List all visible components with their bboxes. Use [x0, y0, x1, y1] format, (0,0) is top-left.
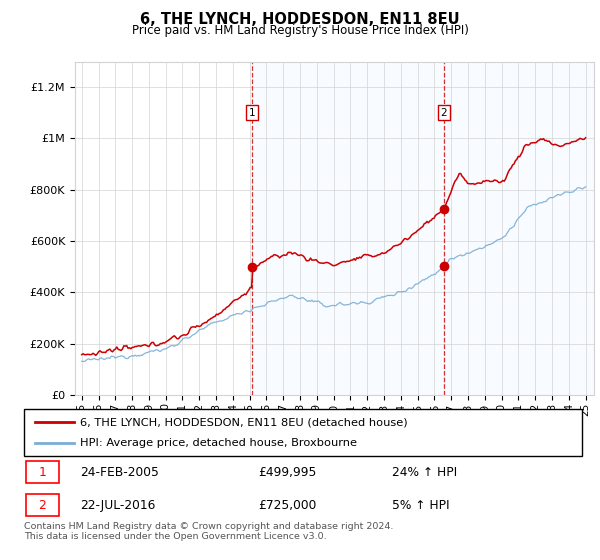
Text: 2: 2 [38, 498, 46, 512]
Text: £499,995: £499,995 [259, 465, 317, 479]
Bar [26, 494, 59, 516]
Bar [443, 62, 594, 395]
Bar [252, 62, 443, 395]
Text: 6, THE LYNCH, HODDESDON, EN11 8EU: 6, THE LYNCH, HODDESDON, EN11 8EU [140, 12, 460, 27]
Bar [26, 461, 59, 483]
Text: Contains HM Land Registry data © Crown copyright and database right 2024.
This d: Contains HM Land Registry data © Crown c… [24, 522, 394, 542]
Text: £725,000: £725,000 [259, 498, 317, 512]
Text: 24% ↑ HPI: 24% ↑ HPI [392, 465, 458, 479]
Text: 24-FEB-2005: 24-FEB-2005 [80, 465, 158, 479]
Text: 22-JUL-2016: 22-JUL-2016 [80, 498, 155, 512]
Text: Price paid vs. HM Land Registry's House Price Index (HPI): Price paid vs. HM Land Registry's House … [131, 24, 469, 37]
Text: HPI: Average price, detached house, Broxbourne: HPI: Average price, detached house, Brox… [80, 438, 357, 448]
Text: 5% ↑ HPI: 5% ↑ HPI [392, 498, 450, 512]
Text: 1: 1 [248, 108, 255, 118]
Text: 1: 1 [38, 465, 46, 479]
Text: 6, THE LYNCH, HODDESDON, EN11 8EU (detached house): 6, THE LYNCH, HODDESDON, EN11 8EU (detac… [80, 417, 407, 427]
Text: 2: 2 [440, 108, 447, 118]
